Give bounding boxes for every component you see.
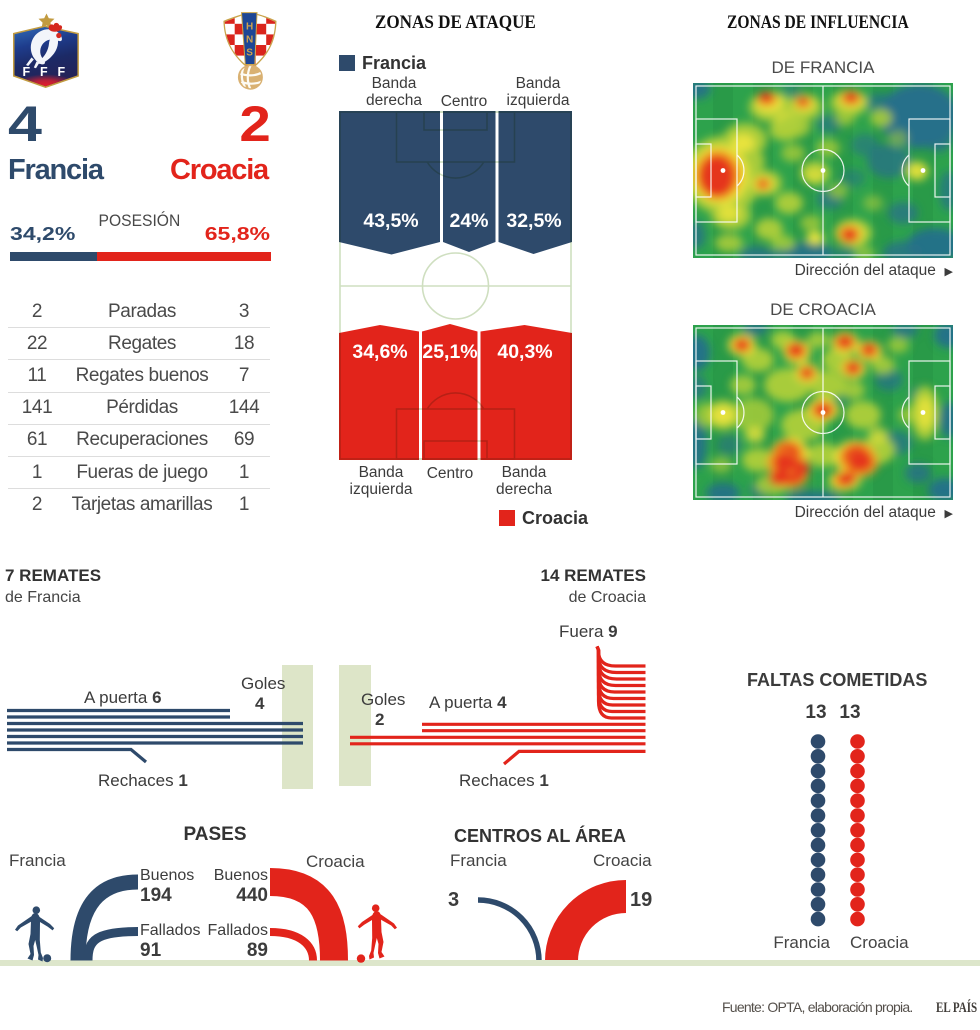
svg-text:F: F <box>23 65 31 79</box>
svg-text:H: H <box>246 22 253 33</box>
svg-text:24%: 24% <box>449 210 488 232</box>
svg-text:43,5%: 43,5% <box>363 210 418 232</box>
svg-text:N: N <box>246 35 253 46</box>
svg-text:F: F <box>40 65 48 79</box>
svg-text:S: S <box>246 48 253 59</box>
svg-text:25,1%: 25,1% <box>422 341 477 363</box>
svg-text:32,5%: 32,5% <box>506 210 561 232</box>
svg-text:F: F <box>58 65 66 79</box>
svg-text:40,3%: 40,3% <box>497 341 552 363</box>
svg-text:34,6%: 34,6% <box>352 341 407 363</box>
